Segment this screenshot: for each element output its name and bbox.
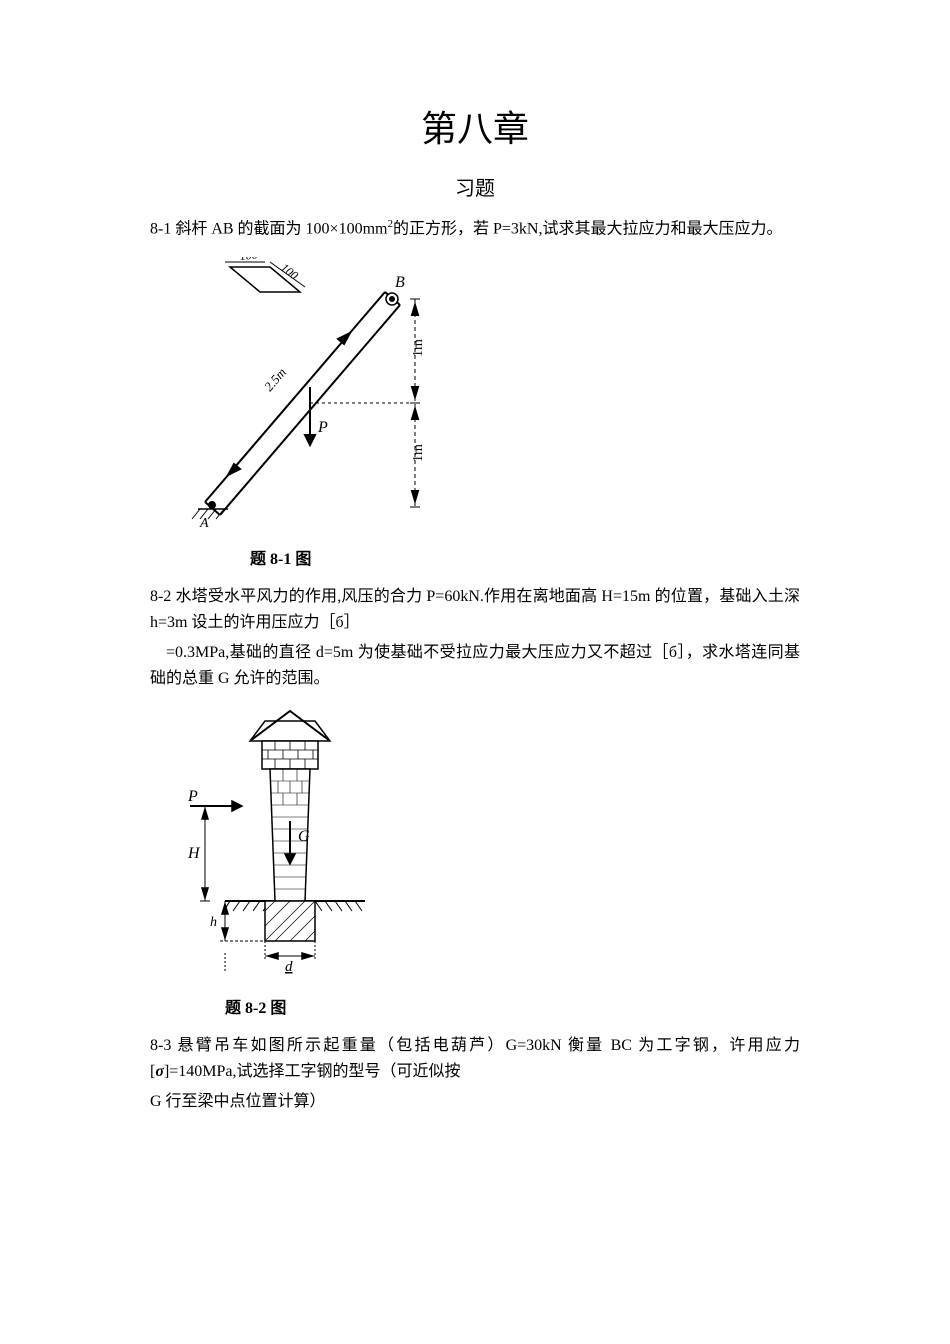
problem-8-3-text2: ]=140MPa,试选择工字钢的型号（可近似按 [164,1063,461,1080]
problem-8-2-text1: 8-2 水塔受水平风力的作用,风压的合力 P=60kN.作用在离地面高 H=15… [150,588,800,631]
label-100b: 100 [278,260,301,282]
sigma-symbol: σ [155,1063,164,1080]
figure-8-2-container: P G H h d 题 8-2 图 [170,706,800,1018]
problem-8-1-text1: 8-1 斜杆 AB 的截面为 100×100mm [150,220,387,237]
problem-8-3: 8-3 悬臂吊车如图所示起重量（包括电葫芦）G=30kN 衡量 BC 为工字钢，… [150,1033,800,1084]
figure-8-1-caption: 题 8-1 图 [250,545,800,569]
problem-8-2-text2: =0.3MPa,基础的直径 d=5m 为使基础不受拉应力最大压应力又不超过［б］… [150,644,800,687]
label-h-tower: h [210,915,217,930]
problem-8-1: 8-1 斜杆 AB 的截面为 100×100mm2的正方形，若 P=3kN,试求… [150,216,800,242]
chapter-subtitle: 习题 [150,172,800,201]
figure-8-1-container: B P 1m 1m 2.5m 100 100 A 题 8-1 图 [170,257,800,569]
problem-8-3-text3: G 行至梁中点位置计算） [150,1093,326,1110]
problem-8-2: 8-2 水塔受水平风力的作用,风压的合力 P=60kN.作用在离地面高 H=15… [150,584,800,635]
figure-8-1-diagram: B P 1m 1m 2.5m 100 100 A [170,257,450,537]
label-A: A [199,516,209,531]
chapter-title: 第八章 [150,100,800,152]
label-P: P [317,419,328,436]
problem-8-1-text2: 的正方形，若 P=3kN,试求其最大拉应力和最大压应力。 [393,220,782,237]
label-d-tower: d [285,959,293,975]
label-G-tower: G [298,828,310,845]
label-P-tower: P [187,788,198,805]
label-1m-bottom: 1m [411,444,426,462]
label-B: B [395,274,405,291]
label-2-5m: 2.5m [261,365,289,394]
problem-8-2-cont: =0.3MPa,基础的直径 d=5m 为使基础不受拉应力最大压应力又不超过［б］… [150,640,800,691]
label-1m-top: 1m [411,339,426,357]
label-H-tower: H [187,845,201,862]
problem-8-3-cont: G 行至梁中点位置计算） [150,1089,800,1115]
figure-8-2-caption: 题 8-2 图 [225,994,800,1018]
figure-8-2-diagram: P G H h d [170,706,400,986]
